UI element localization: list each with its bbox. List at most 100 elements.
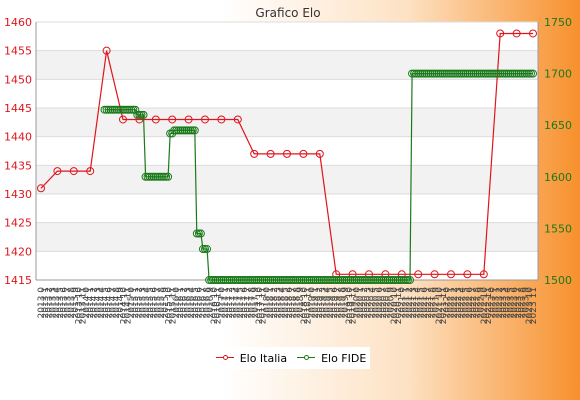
- data-point-elo-fide[interactable]: [508, 69, 517, 78]
- data-point-elo-fide[interactable]: [387, 276, 396, 284]
- data-point-elo-fide[interactable]: [276, 276, 285, 284]
- data-point-elo-fide[interactable]: [315, 276, 324, 284]
- data-point-elo-fide[interactable]: [432, 69, 441, 78]
- data-point-elo-fide[interactable]: [408, 69, 417, 78]
- data-point-elo-fide[interactable]: [475, 69, 484, 78]
- data-point-elo-italia[interactable]: [233, 115, 242, 124]
- data-point-elo-italia[interactable]: [463, 270, 472, 279]
- data-point-elo-italia[interactable]: [53, 167, 62, 176]
- data-point-elo-fide[interactable]: [494, 69, 503, 78]
- data-point-elo-fide[interactable]: [205, 276, 214, 284]
- data-point-elo-italia[interactable]: [37, 184, 45, 193]
- data-point-elo-fide[interactable]: [395, 276, 404, 284]
- data-point-elo-italia[interactable]: [381, 270, 390, 279]
- data-point-elo-fide[interactable]: [135, 110, 144, 119]
- data-point-elo-fide[interactable]: [157, 172, 166, 181]
- data-point-elo-fide[interactable]: [258, 276, 267, 284]
- data-point-elo-fide[interactable]: [196, 229, 205, 238]
- data-point-elo-fide[interactable]: [280, 276, 289, 284]
- data-point-elo-fide[interactable]: [303, 276, 312, 284]
- data-point-elo-fide[interactable]: [354, 276, 363, 284]
- data-point-elo-fide[interactable]: [192, 229, 201, 238]
- data-point-elo-fide[interactable]: [307, 276, 316, 284]
- data-point-elo-fide[interactable]: [268, 276, 277, 284]
- data-point-elo-italia[interactable]: [168, 115, 177, 124]
- data-point-elo-italia[interactable]: [283, 149, 291, 158]
- data-point-elo-fide[interactable]: [264, 276, 273, 284]
- data-point-elo-fide[interactable]: [149, 172, 158, 181]
- data-point-elo-fide[interactable]: [430, 69, 439, 78]
- data-point-elo-fide[interactable]: [285, 276, 294, 284]
- data-point-elo-fide[interactable]: [108, 105, 117, 114]
- data-point-elo-fide[interactable]: [235, 276, 244, 284]
- data-point-elo-fide[interactable]: [401, 276, 410, 284]
- data-point-elo-fide[interactable]: [461, 69, 470, 78]
- data-point-elo-fide[interactable]: [424, 69, 433, 78]
- data-point-elo-italia[interactable]: [479, 270, 488, 279]
- data-point-elo-fide[interactable]: [500, 69, 509, 78]
- data-point-elo-fide[interactable]: [178, 126, 187, 135]
- data-point-elo-fide[interactable]: [360, 276, 369, 284]
- data-point-elo-fide[interactable]: [336, 276, 345, 284]
- data-point-elo-italia[interactable]: [151, 115, 160, 124]
- data-point-elo-fide[interactable]: [260, 276, 269, 284]
- data-point-elo-fide[interactable]: [467, 69, 476, 78]
- data-point-elo-fide[interactable]: [291, 276, 300, 284]
- data-point-elo-italia[interactable]: [430, 270, 439, 279]
- data-point-elo-fide[interactable]: [155, 172, 164, 181]
- data-point-elo-fide[interactable]: [244, 276, 253, 284]
- data-point-elo-fide[interactable]: [242, 276, 250, 284]
- data-point-elo-fide[interactable]: [375, 276, 384, 284]
- data-point-elo-italia[interactable]: [69, 167, 78, 176]
- data-point-elo-fide[interactable]: [418, 69, 427, 78]
- data-point-elo-fide[interactable]: [465, 69, 474, 78]
- data-point-elo-fide[interactable]: [414, 69, 423, 78]
- data-point-elo-fide[interactable]: [116, 105, 125, 114]
- data-point-elo-fide[interactable]: [340, 276, 349, 284]
- data-point-elo-fide[interactable]: [459, 69, 468, 78]
- data-point-elo-fide[interactable]: [141, 172, 150, 181]
- data-point-elo-fide[interactable]: [112, 105, 121, 114]
- data-point-elo-fide[interactable]: [490, 69, 499, 78]
- data-point-elo-fide[interactable]: [160, 172, 168, 181]
- data-point-elo-fide[interactable]: [442, 69, 451, 78]
- data-point-elo-fide[interactable]: [529, 69, 537, 78]
- data-point-elo-fide[interactable]: [252, 276, 261, 284]
- data-point-elo-italia[interactable]: [266, 149, 275, 158]
- data-point-elo-italia[interactable]: [529, 29, 537, 38]
- data-point-elo-fide[interactable]: [330, 276, 339, 284]
- data-point-elo-fide[interactable]: [139, 110, 148, 119]
- data-point-elo-fide[interactable]: [194, 229, 203, 238]
- data-point-elo-fide[interactable]: [223, 276, 232, 284]
- data-point-elo-fide[interactable]: [221, 276, 230, 284]
- data-point-elo-fide[interactable]: [313, 276, 322, 284]
- data-point-elo-fide[interactable]: [367, 276, 376, 284]
- data-point-elo-fide[interactable]: [153, 172, 162, 181]
- data-point-elo-fide[interactable]: [104, 105, 113, 114]
- data-point-elo-fide[interactable]: [457, 69, 466, 78]
- data-point-elo-fide[interactable]: [416, 69, 425, 78]
- data-point-elo-fide[interactable]: [239, 276, 248, 284]
- data-point-elo-fide[interactable]: [377, 276, 386, 284]
- data-point-elo-fide[interactable]: [106, 105, 115, 114]
- data-point-elo-fide[interactable]: [250, 276, 259, 284]
- data-point-elo-fide[interactable]: [299, 276, 308, 284]
- data-point-elo-fide[interactable]: [391, 276, 400, 284]
- legend-item-elo-fide[interactable]: Elo FIDE: [297, 352, 366, 365]
- data-point-elo-italia[interactable]: [184, 115, 193, 124]
- data-point-elo-fide[interactable]: [352, 276, 361, 284]
- data-point-elo-fide[interactable]: [520, 69, 529, 78]
- data-point-elo-fide[interactable]: [373, 276, 382, 284]
- data-point-elo-fide[interactable]: [295, 276, 304, 284]
- data-point-elo-fide[interactable]: [381, 276, 390, 284]
- data-point-elo-fide[interactable]: [350, 276, 359, 284]
- data-point-elo-fide[interactable]: [488, 69, 496, 78]
- data-point-elo-fide[interactable]: [420, 69, 429, 78]
- data-point-elo-fide[interactable]: [379, 276, 388, 284]
- data-point-elo-fide[interactable]: [233, 276, 242, 284]
- data-point-elo-fide[interactable]: [328, 276, 337, 284]
- data-point-elo-fide[interactable]: [332, 276, 341, 284]
- data-point-elo-fide[interactable]: [186, 126, 195, 135]
- data-point-elo-fide[interactable]: [428, 69, 437, 78]
- data-point-elo-italia[interactable]: [119, 115, 127, 124]
